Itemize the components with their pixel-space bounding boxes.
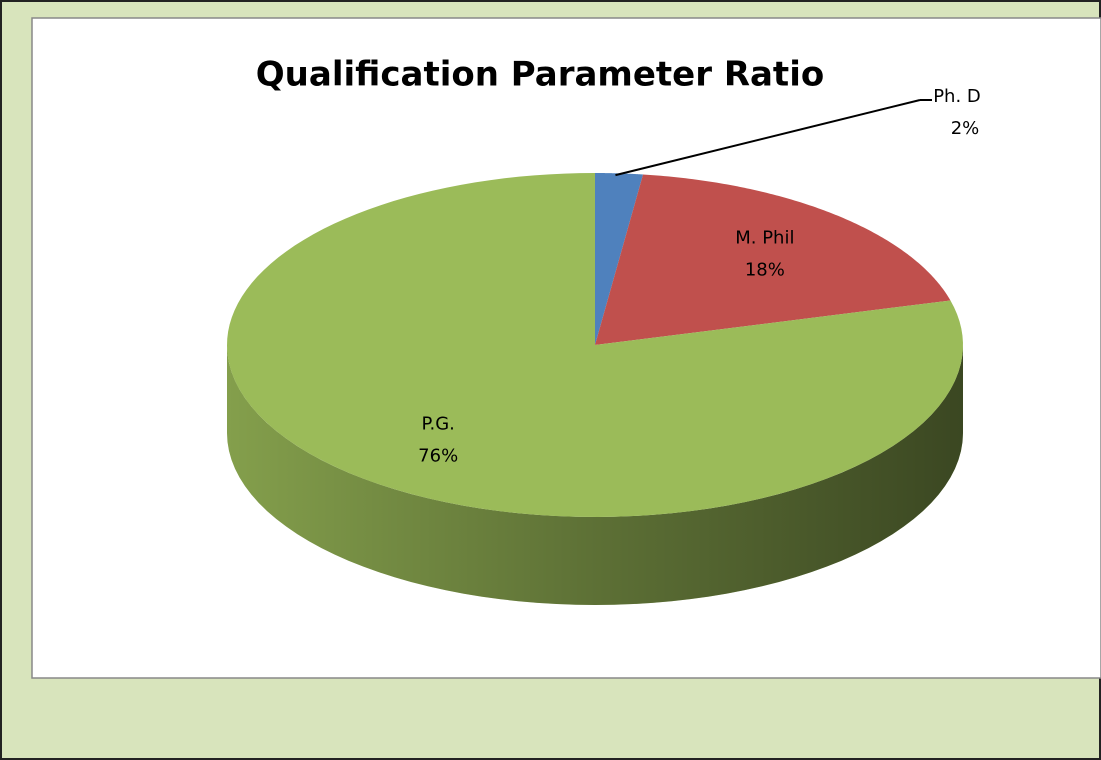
data-label-value: 2% xyxy=(951,118,980,139)
slice xyxy=(227,173,963,517)
data-label-name: M. Phil xyxy=(735,227,794,248)
slice xyxy=(595,174,951,345)
data-label-name: Ph. D xyxy=(933,86,981,107)
data-label-value: 76% xyxy=(418,446,458,467)
data-label-name: P.G. xyxy=(421,414,454,435)
slice-side-shade xyxy=(227,345,963,605)
data-label-value: 18% xyxy=(745,259,785,280)
slice xyxy=(595,173,644,345)
chart-title: Qualification Parameter Ratio xyxy=(256,55,824,95)
leader-line xyxy=(615,99,921,177)
